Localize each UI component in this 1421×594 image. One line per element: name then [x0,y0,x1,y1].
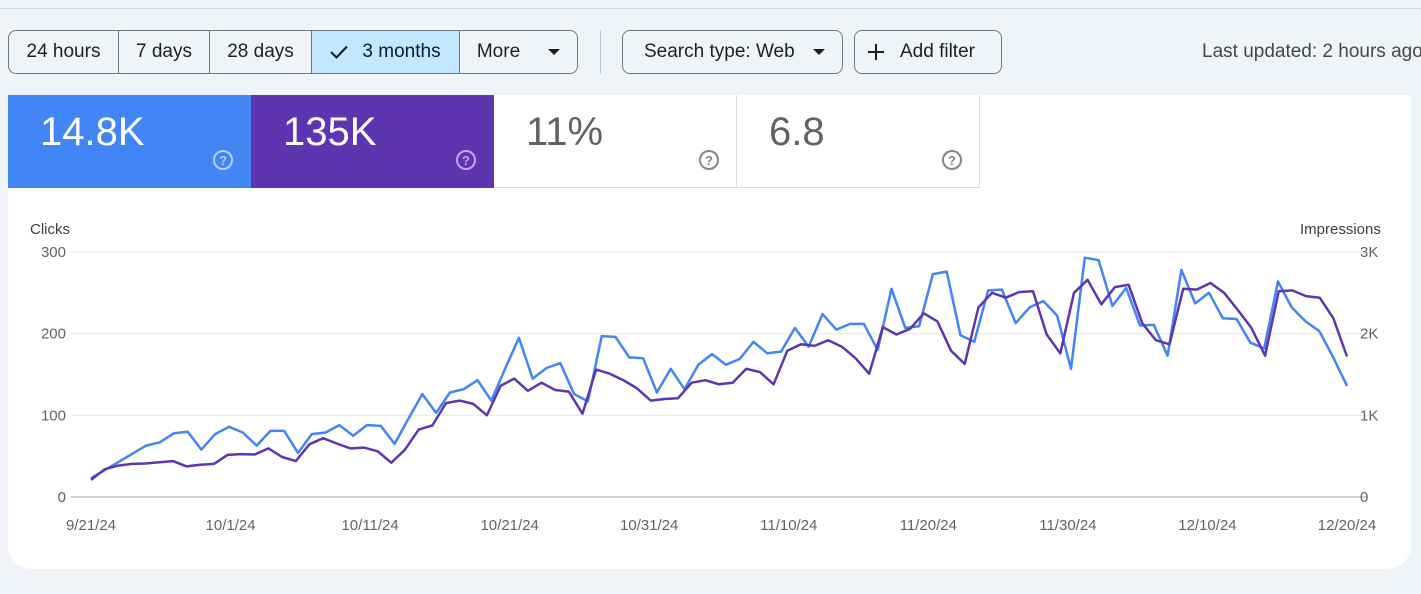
help-icon[interactable]: ? [942,150,962,170]
metric-ctr-value: 11% [526,110,604,154]
range-7-days-button[interactable]: 7 days [119,31,210,73]
metric-average-position[interactable]: 6.8 ? [737,95,980,188]
metric-impressions-value: 135K [283,110,377,154]
metric-total-clicks[interactable]: 14.8K ? [8,95,251,188]
y-axis-right-title: Impressions [1300,221,1381,238]
x-tick-label: 11/10/24 [760,517,817,534]
x-tick-label: 12/10/24 [1178,517,1236,534]
metric-total-impressions[interactable]: 135K ? [251,95,494,188]
help-icon[interactable]: ? [456,150,476,170]
y-tick-label-right: 1K [1360,407,1378,424]
x-tick-label: 9/21/24 [66,517,116,534]
plus-icon [868,44,884,60]
date-range-selector: 24 hours 7 days 28 days 3 months More [8,30,578,74]
range-3-months-button[interactable]: 3 months [312,31,460,73]
x-tick-label: 10/21/24 [480,517,538,534]
caret-down-icon [548,49,561,55]
y-tick-label-right: 3K [1360,244,1378,261]
series-line-impressions[interactable] [90,278,1349,481]
x-tick-label: 10/11/24 [341,517,398,534]
x-tick-label: 11/20/24 [900,517,957,534]
range-7-days-label: 7 days [136,41,192,62]
search-type-dropdown[interactable]: Search type: Web [622,30,843,74]
performance-card: 14.8K ? 135K ? 11% ? 6.8 ? Clicks Impres… [8,95,1411,569]
x-tick-label: 10/31/24 [620,517,678,534]
metric-average-ctr[interactable]: 11% ? [494,95,737,188]
y-tick-label-left: 100 [41,407,66,424]
x-tick-label: 12/20/24 [1318,517,1376,534]
add-filter-button[interactable]: Add filter [854,30,1002,74]
add-filter-label: Add filter [900,41,975,62]
range-28-days-button[interactable]: 28 days [210,31,312,73]
range-24-hours-button[interactable]: 24 hours [9,31,119,73]
x-tick-label: 11/30/24 [1039,517,1096,534]
metric-position-value: 6.8 [769,110,825,154]
y-tick-label-left: 0 [58,489,66,506]
help-icon[interactable]: ? [213,150,233,170]
check-icon [330,45,349,59]
range-3-months-label: 3 months [362,41,441,62]
toolbar-divider [600,30,601,74]
y-tick-label-left: 200 [41,326,66,343]
range-24-hours-label: 24 hours [26,41,101,62]
x-tick-label: 10/1/24 [206,517,256,534]
range-more-label: More [476,41,521,62]
help-icon[interactable]: ? [699,150,719,170]
range-more-button[interactable]: More [460,31,577,73]
y-tick-label-right: 2K [1360,326,1378,343]
search-type-label: Search type: Web [644,41,795,62]
y-axis-left-title: Clicks [30,221,70,238]
range-28-days-label: 28 days [227,41,294,62]
metric-clicks-value: 14.8K [40,110,145,154]
series-line-clicks[interactable] [90,256,1349,480]
y-tick-label-left: 300 [41,244,66,261]
caret-down-icon [812,49,825,55]
top-divider [0,8,1421,9]
last-updated-text: Last updated: 2 hours ago [1202,41,1421,62]
y-tick-label-right: 0 [1360,489,1368,506]
